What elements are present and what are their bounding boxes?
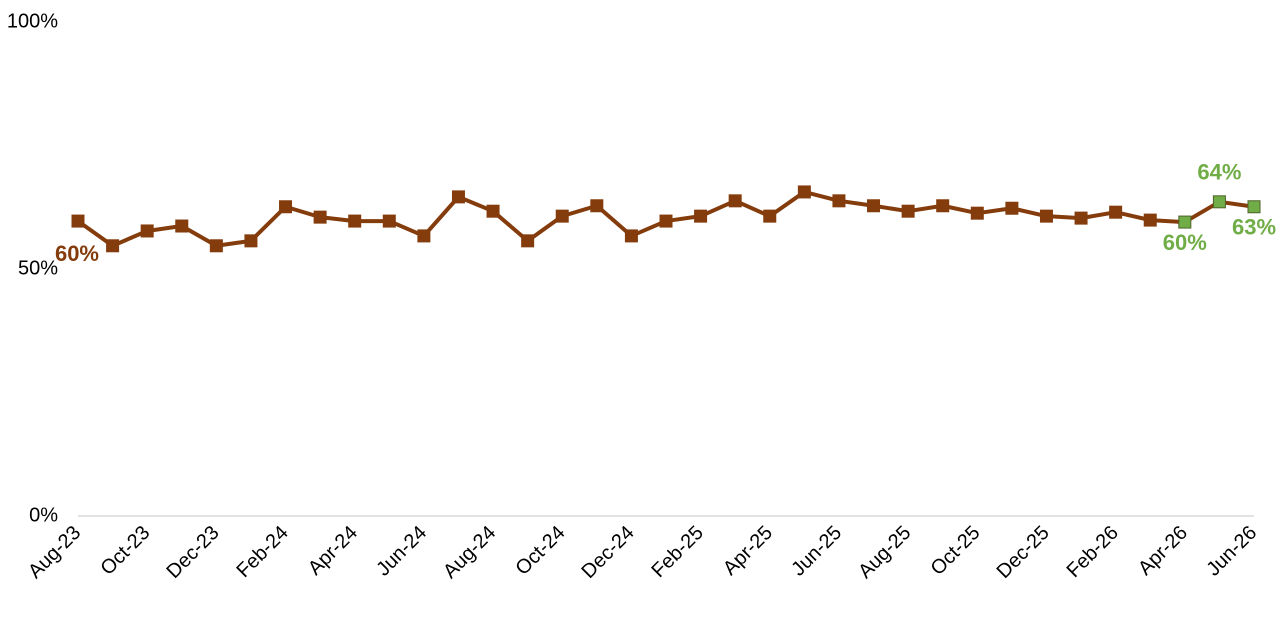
x-tick-label: Dec-23 [162, 522, 223, 583]
marker [1178, 215, 1192, 229]
marker [106, 239, 120, 253]
marker [1109, 205, 1123, 219]
marker [244, 234, 258, 248]
x-tick-label: Dec-24 [578, 522, 639, 583]
marker [659, 214, 673, 228]
marker [797, 185, 811, 199]
x-tick-label: Feb-26 [1063, 522, 1123, 582]
marker [970, 206, 984, 220]
x-tick-label: Jun-25 [787, 522, 846, 581]
y-tick-label: 0% [29, 504, 58, 526]
x-tick-label: Oct-23 [96, 522, 154, 580]
marker [486, 204, 500, 218]
marker [451, 190, 465, 204]
marker [555, 209, 569, 223]
marker [348, 214, 362, 228]
value-label: 60% [55, 241, 99, 266]
marker [936, 199, 950, 213]
marker [867, 199, 881, 213]
marker [1039, 209, 1053, 223]
marker [1005, 201, 1019, 215]
value-label: 63% [1232, 215, 1276, 240]
marker [590, 199, 604, 213]
marker [1212, 195, 1226, 209]
marker [313, 210, 327, 224]
x-tick-label: Dec-25 [993, 522, 1054, 583]
marker [417, 229, 431, 243]
marker [521, 234, 535, 248]
x-tick-label: Apr-25 [719, 522, 777, 580]
x-tick-label: Apr-24 [304, 522, 362, 580]
marker [763, 209, 777, 223]
x-tick-label: Apr-26 [1134, 522, 1192, 580]
marker [694, 209, 708, 223]
x-tick-label: Feb-24 [232, 522, 292, 582]
marker [140, 224, 154, 238]
marker [71, 214, 85, 228]
x-tick-label: Oct-25 [927, 522, 985, 580]
y-tick-label: 100% [7, 10, 58, 32]
x-tick-label: Aug-25 [854, 522, 915, 583]
value-label: 60% [1163, 230, 1207, 255]
x-tick-label: Jun-26 [1202, 522, 1261, 581]
marker [1143, 213, 1157, 227]
marker [1074, 211, 1088, 225]
y-tick-label: 50% [18, 257, 58, 279]
marker [175, 219, 189, 233]
marker [279, 200, 293, 214]
marker [382, 214, 396, 228]
x-tick-label: Aug-24 [439, 522, 500, 583]
value-label: 64% [1197, 160, 1241, 185]
marker [1247, 200, 1261, 214]
x-tick-label: Aug-23 [24, 522, 85, 583]
x-tick-label: Feb-25 [647, 522, 707, 582]
x-tick-label: Jun-24 [372, 522, 431, 581]
x-tick-label: Oct-24 [512, 522, 570, 580]
marker [624, 229, 638, 243]
marker [901, 204, 915, 218]
marker [728, 194, 742, 208]
marker [209, 239, 223, 253]
marker [832, 194, 846, 208]
